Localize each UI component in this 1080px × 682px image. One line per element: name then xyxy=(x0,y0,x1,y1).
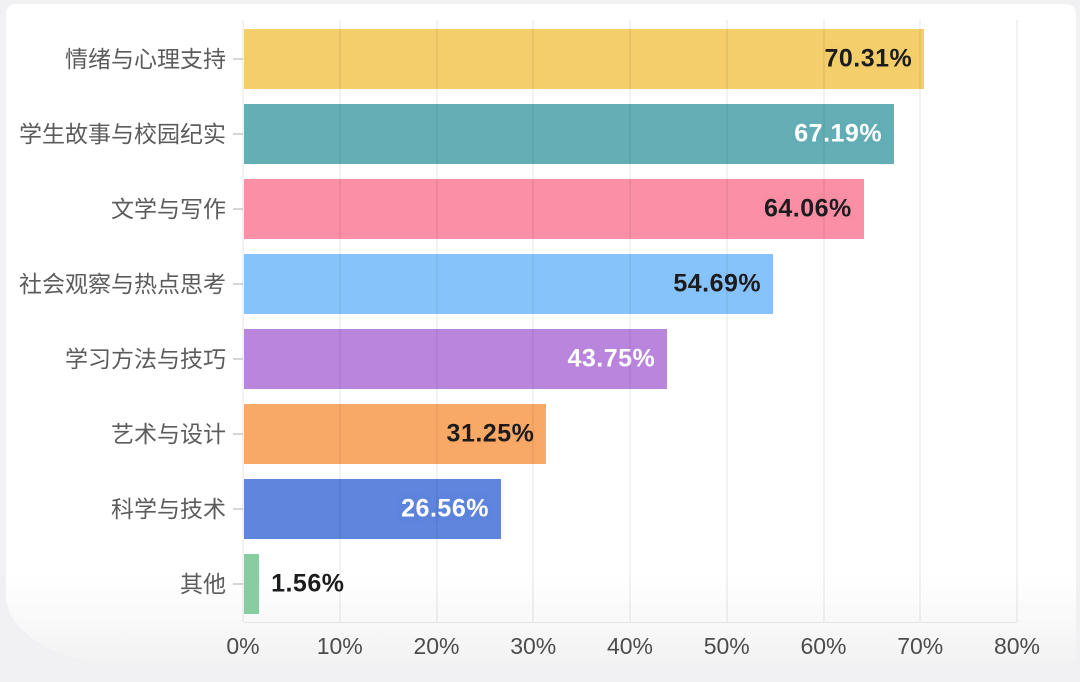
category-tick-mark xyxy=(233,132,243,135)
x-axis-tick-label: 0% xyxy=(226,633,260,659)
x-axis-tick-label: 80% xyxy=(993,633,1041,659)
gridline xyxy=(435,20,438,622)
gridline xyxy=(532,20,535,622)
bar-value-label: 70.31% xyxy=(824,44,913,73)
category-tick-mark xyxy=(233,57,243,60)
category-label: 社会观察与热点思考 xyxy=(19,270,226,297)
bar-value-label: 43.75% xyxy=(567,344,656,373)
category-tick-mark xyxy=(233,282,243,285)
category-label: 学习方法与技巧 xyxy=(65,345,226,372)
gridline xyxy=(919,20,922,622)
bar xyxy=(244,554,260,615)
bar-value-label: 31.25% xyxy=(446,419,535,448)
x-axis-tick-label: 20% xyxy=(413,633,460,659)
bar-value-label: 54.69% xyxy=(673,269,762,298)
bar-value-label: 26.56% xyxy=(401,494,489,523)
x-axis-tick-label: 70% xyxy=(897,633,944,659)
gridline xyxy=(629,20,631,622)
x-axis-tick-label: 40% xyxy=(606,633,654,659)
x-axis-tick-label: 50% xyxy=(703,633,750,659)
category-tick-mark xyxy=(233,508,243,511)
bar: 54.69% xyxy=(244,253,774,314)
gridline xyxy=(725,20,728,622)
category-label: 文学与写作 xyxy=(111,195,226,222)
category-label: 其他 xyxy=(180,571,226,598)
x-axis-line xyxy=(243,622,1017,623)
bar-value-label: 64.06% xyxy=(763,194,852,223)
category-label: 艺术与设计 xyxy=(111,421,226,448)
gridline xyxy=(1016,20,1018,622)
bar: 31.25% xyxy=(244,404,547,465)
gridline xyxy=(338,20,341,622)
bar-value-label: 67.19% xyxy=(794,119,883,148)
bar: 43.75% xyxy=(244,328,668,389)
category-label: 情绪与心理支持 xyxy=(65,45,226,72)
category-label: 科学与技术 xyxy=(111,496,226,523)
gridline xyxy=(242,20,244,622)
bar-value-label: 1.56% xyxy=(271,569,345,598)
category-label: 学生故事与校园纪实 xyxy=(19,120,226,147)
category-tick-mark xyxy=(233,583,243,586)
x-axis-tick-label: 10% xyxy=(316,633,363,659)
bar: 64.06% xyxy=(244,178,864,239)
x-axis-tick-label: 60% xyxy=(800,633,847,659)
gridline xyxy=(822,20,825,622)
category-tick-mark xyxy=(233,207,243,210)
category-tick-mark xyxy=(233,433,243,436)
x-axis-tick-label: 30% xyxy=(510,633,557,659)
bar: 26.56% xyxy=(244,479,501,540)
bar: 70.31% xyxy=(244,28,925,89)
bar: 67.19% xyxy=(244,103,895,164)
category-tick-mark xyxy=(233,357,243,360)
